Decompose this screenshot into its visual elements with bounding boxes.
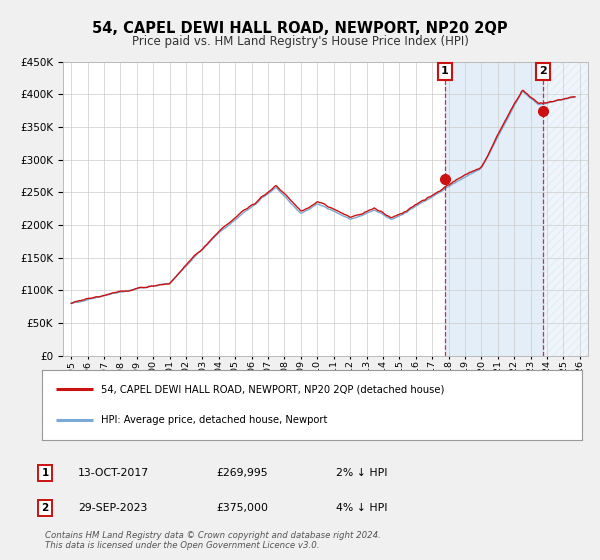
Text: Contains HM Land Registry data © Crown copyright and database right 2024.
This d: Contains HM Land Registry data © Crown c… bbox=[45, 530, 381, 550]
Text: 4% ↓ HPI: 4% ↓ HPI bbox=[336, 503, 388, 513]
Bar bbox=[445, 62, 543, 356]
Bar bbox=[543, 62, 588, 356]
Text: 1: 1 bbox=[441, 67, 449, 76]
Text: 54, CAPEL DEWI HALL ROAD, NEWPORT, NP20 2QP (detached house): 54, CAPEL DEWI HALL ROAD, NEWPORT, NP20 … bbox=[101, 384, 445, 394]
Text: 2: 2 bbox=[539, 67, 547, 76]
Text: 2% ↓ HPI: 2% ↓ HPI bbox=[336, 468, 388, 478]
Text: 54, CAPEL DEWI HALL ROAD, NEWPORT, NP20 2QP: 54, CAPEL DEWI HALL ROAD, NEWPORT, NP20 … bbox=[92, 21, 508, 36]
Text: HPI: Average price, detached house, Newport: HPI: Average price, detached house, Newp… bbox=[101, 415, 328, 425]
Text: 2: 2 bbox=[41, 503, 49, 513]
Text: 1: 1 bbox=[41, 468, 49, 478]
Text: 13-OCT-2017: 13-OCT-2017 bbox=[78, 468, 149, 478]
Text: £375,000: £375,000 bbox=[216, 503, 268, 513]
Text: 29-SEP-2023: 29-SEP-2023 bbox=[78, 503, 148, 513]
Text: £269,995: £269,995 bbox=[216, 468, 268, 478]
Text: Price paid vs. HM Land Registry's House Price Index (HPI): Price paid vs. HM Land Registry's House … bbox=[131, 35, 469, 48]
